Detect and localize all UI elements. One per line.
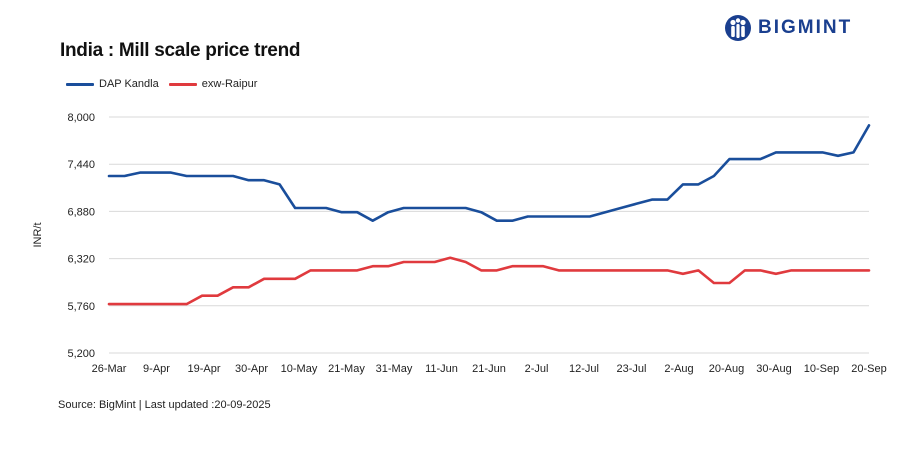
source-note: Source: BigMint | Last updated :20-09-20… — [58, 399, 271, 411]
y-tick-label: 6,320 — [67, 254, 95, 266]
x-tick-label: 26-Mar — [92, 363, 127, 375]
y-tick-label: 8,000 — [67, 112, 95, 124]
x-tick-label: 10-Sep — [804, 363, 839, 375]
x-tick-label: 19-Apr — [187, 363, 220, 375]
series-line-dap-kandla — [107, 124, 871, 222]
brand-logo: BIGMINT — [724, 12, 852, 44]
legend-swatch-dap-kandla — [66, 82, 94, 86]
x-tick-label: 31-May — [376, 363, 413, 375]
legend-label-exw-raipur: exw-Raipur — [201, 78, 258, 90]
x-tick-label: 20-Sep — [851, 363, 886, 375]
y-tick-label: 7,440 — [67, 159, 95, 171]
x-tick-label: 10-May — [281, 363, 318, 375]
x-tick-label: 12-Jul — [569, 363, 599, 375]
chart-title: India : Mill scale price trend — [60, 40, 301, 61]
x-tick-label: 11-Jun — [425, 363, 458, 375]
x-tick-label: 2-Jul — [525, 363, 549, 375]
x-tick-label: 30-Aug — [756, 363, 791, 375]
x-tick-label: 2-Aug — [664, 363, 693, 375]
x-tick-label: 9-Apr — [143, 363, 170, 375]
y-tick-label: 6,880 — [67, 206, 95, 218]
y-tick-label: 5,200 — [67, 348, 95, 360]
x-tick-label: 30-Apr — [235, 363, 268, 375]
legend-label-dap-kandla: DAP Kandla — [99, 78, 159, 90]
legend-item-exw-raipur: exw-Raipur — [168, 78, 258, 90]
series-line-exw-raipur — [107, 256, 871, 306]
x-tick-label: 21-May — [328, 363, 365, 375]
legend-swatch-exw-raipur — [168, 82, 197, 86]
y-axis-label: INR/t — [32, 222, 44, 247]
brand-name: BIGMINT — [758, 17, 853, 38]
y-tick-label: 5,760 — [67, 301, 95, 313]
legend-item-dap-kandla: DAP Kandla — [66, 78, 159, 90]
x-tick-label: 21-Jun — [472, 363, 506, 375]
x-tick-label: 23-Jul — [617, 363, 647, 375]
people-icon — [725, 15, 751, 41]
x-tick-label: 20-Aug — [709, 363, 744, 375]
chart-legend: DAP Kandla exw-Raipur — [66, 78, 267, 90]
